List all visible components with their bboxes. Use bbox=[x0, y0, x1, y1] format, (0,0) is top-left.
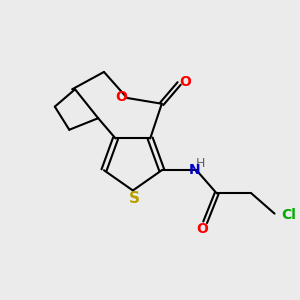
Text: O: O bbox=[115, 89, 127, 103]
Text: Cl: Cl bbox=[281, 208, 296, 222]
Text: O: O bbox=[196, 222, 208, 236]
Text: O: O bbox=[179, 75, 191, 89]
Text: N: N bbox=[189, 163, 201, 177]
Text: H: H bbox=[196, 158, 206, 170]
Text: S: S bbox=[129, 191, 140, 206]
